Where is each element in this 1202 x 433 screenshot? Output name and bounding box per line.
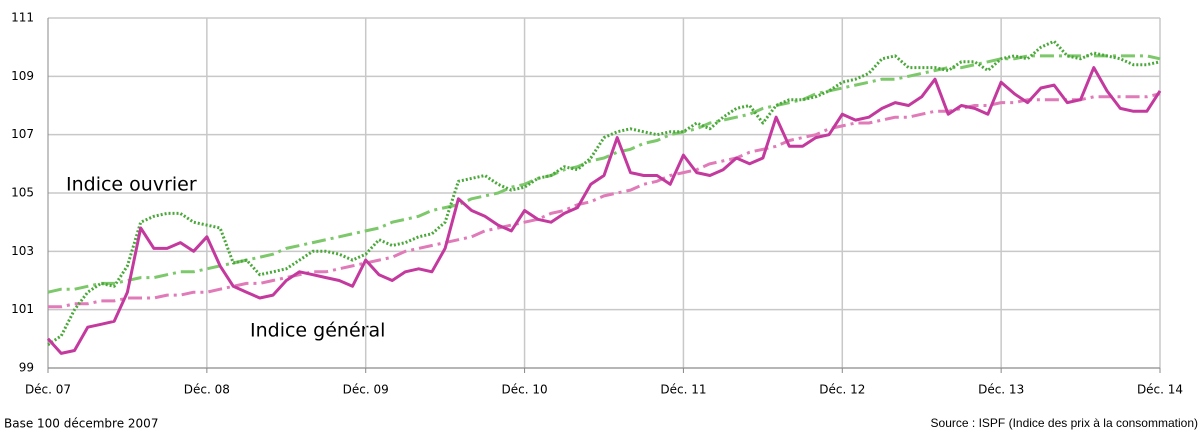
annotation: Indice général (250, 320, 385, 342)
x-tick-label: Déc. 14 (1137, 383, 1183, 397)
footnote: Base 100 décembre 2007 (4, 417, 158, 431)
x-tick-label: Déc. 08 (184, 383, 230, 397)
y-tick-label: 107 (11, 127, 34, 141)
x-tick-label: Déc. 07 (25, 383, 71, 397)
y-tick-label: 105 (11, 186, 34, 200)
series-line (47, 39, 1161, 346)
x-tick-label: Déc. 09 (343, 383, 389, 397)
y-tick-label: 101 (11, 302, 34, 316)
annotation: Indice ouvrier (66, 174, 197, 196)
series-line (46, 66, 1162, 355)
x-tick-label: Déc. 13 (978, 383, 1024, 397)
series-line (48, 92, 1161, 309)
x-tick-label: Déc. 11 (660, 383, 706, 397)
y-tick-label: 111 (11, 11, 34, 25)
x-tick-label: Déc. 12 (819, 383, 865, 397)
series-line (47, 54, 1161, 294)
source: Source : ISPF (Indice des prix à la cons… (931, 416, 1198, 430)
x-tick-label: Déc. 10 (502, 383, 548, 397)
y-tick-label: 109 (11, 69, 34, 83)
y-tick-label: 99 (19, 361, 34, 375)
y-tick-label: 103 (11, 244, 34, 258)
